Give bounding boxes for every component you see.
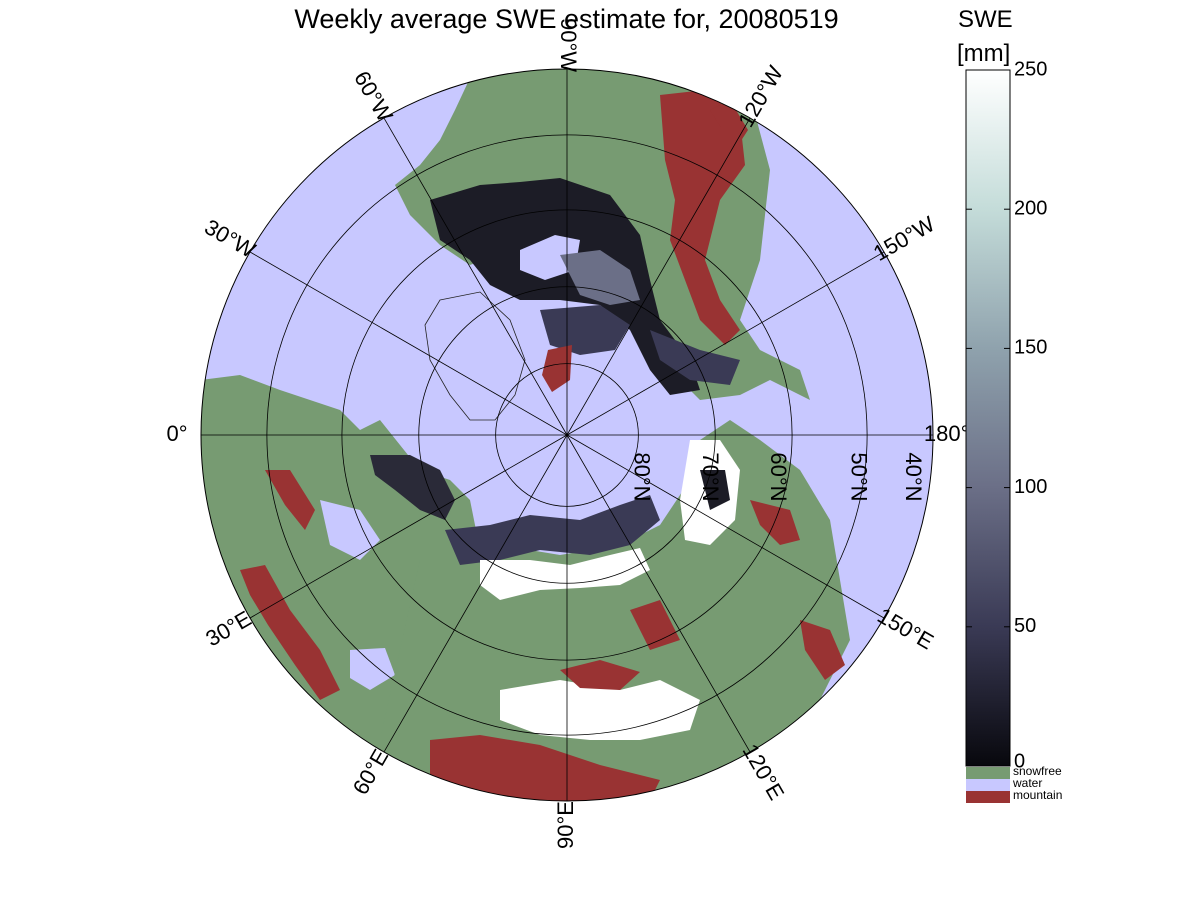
meridian-line	[566, 434, 751, 753]
longitude-label: 60°W	[349, 67, 398, 126]
siberia-snow-white	[480, 548, 650, 600]
colorbar-tick-label: 100	[1014, 476, 1047, 498]
longitude-label: 150°E	[873, 603, 938, 655]
legend-label: mountain	[1013, 788, 1062, 802]
longitude-label: 90°W	[556, 18, 581, 72]
canada-snow-mid	[560, 250, 640, 305]
europe-mountains-2	[265, 470, 315, 530]
asia-mountains-3	[750, 500, 800, 545]
swe-colorbar	[965, 69, 1011, 767]
east-siberia-dark	[700, 470, 730, 510]
central-asia-snow-white	[500, 680, 700, 740]
asia-mountains-1	[430, 735, 660, 801]
longitude-label: 120°W	[733, 61, 788, 131]
latitude-labels: 80°N 70°N 60°N 50°N 40°N	[629, 452, 926, 501]
greenland-outline	[424, 291, 526, 421]
north-america-mountains	[660, 90, 745, 345]
arctic-archipelago	[540, 305, 630, 355]
latitude-label: 40°N	[901, 452, 926, 501]
black-sea-water	[350, 648, 395, 690]
colorbar-tick-label: 150	[1014, 337, 1047, 359]
scandinavia-snow	[370, 455, 455, 520]
latitude-label: 50°N	[846, 452, 871, 501]
legend-swatch	[966, 767, 1010, 779]
longitude-label: 90°E	[553, 801, 578, 849]
latitude-label: 60°N	[766, 452, 791, 501]
alaska-snow	[650, 330, 740, 385]
himalaya-mountains	[560, 660, 640, 690]
meridian-line	[566, 434, 885, 619]
colorbar-tick-label: 0	[1014, 750, 1025, 772]
meridian-line	[383, 434, 568, 753]
map-frame	[200, 68, 934, 802]
europe-mountains-1	[240, 565, 340, 700]
longitude-label: 120°E	[738, 740, 790, 805]
legend-label: snowfree	[1013, 764, 1062, 778]
graticule	[201, 69, 933, 801]
colorbar-tick-label: 250	[1014, 58, 1047, 80]
colorbar-tick-label: 200	[1014, 197, 1047, 219]
hudson-bay-water	[520, 235, 580, 280]
asia-mountains-2	[630, 600, 680, 650]
colorbar-unit: [mm]	[957, 40, 1011, 67]
siberia-snow-dark	[445, 495, 660, 565]
latitude-label: 80°N	[629, 452, 654, 501]
legend-swatch	[966, 791, 1010, 803]
figure-title: Weekly average SWE estimate for, 2008051…	[294, 4, 839, 34]
legend-label: water	[1012, 776, 1042, 790]
colorbar-ticks: 250 200 150 100 50 0	[966, 58, 1047, 772]
longitude-label: 30°W	[200, 214, 259, 263]
asia-mountains-4	[800, 620, 845, 680]
meridian-line	[566, 251, 885, 436]
legend-swatch	[966, 779, 1010, 791]
colorbar-quantity: SWE	[958, 6, 1013, 33]
arctic-island-mountain	[542, 345, 572, 392]
longitude-label: 150°W	[869, 211, 939, 266]
meridian-line	[249, 251, 568, 436]
meridian-line	[249, 434, 568, 619]
latitude-label: 70°N	[698, 452, 723, 501]
longitude-label: 0°	[166, 421, 187, 446]
colorbar-tick-label: 50	[1014, 615, 1036, 637]
meridian-line	[566, 117, 751, 436]
meridian-line	[383, 117, 568, 436]
baltic-water	[320, 500, 380, 560]
